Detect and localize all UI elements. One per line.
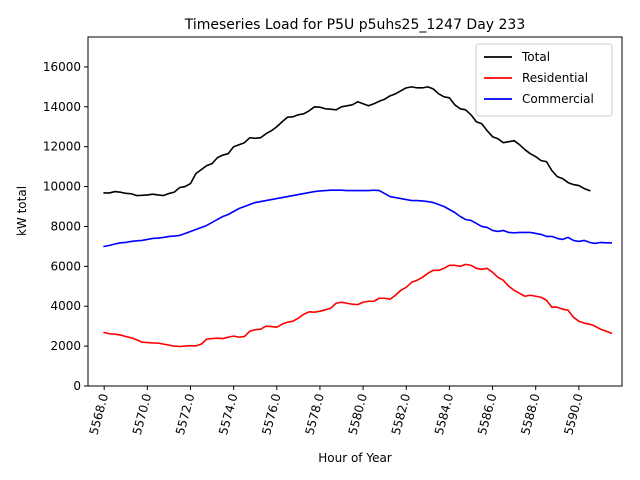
legend-label-total: Total <box>521 50 550 64</box>
y-tick-label: 12000 <box>43 140 81 154</box>
legend-box <box>475 43 613 117</box>
y-axis-label: kW total <box>15 186 29 236</box>
y-axis: 0 2000 4000 6000 8000 10000 12000 14000 16000 <box>43 60 88 393</box>
y-tick-label: 6000 <box>50 259 81 273</box>
series-line-residential <box>103 263 613 348</box>
series-lines <box>103 86 613 348</box>
legend-label-residential: Residential <box>522 71 588 85</box>
y-tick-label: 16000 <box>43 60 81 74</box>
y-tick-label: 2000 <box>50 339 81 353</box>
series-line-total <box>103 86 591 197</box>
y-tick-label: 0 <box>73 379 81 393</box>
x-axis-label: Hour of Year <box>318 451 392 465</box>
y-tick-label: 8000 <box>50 219 81 233</box>
y-tick-label: 4000 <box>50 299 81 313</box>
series-line-commercial <box>103 189 613 248</box>
legend-label-commercial: Commercial <box>522 92 594 106</box>
chart-title: Timeseries Load for P5U p5uhs25_1247 Day… <box>184 17 526 33</box>
legend: Total Residential Commercial <box>475 43 613 117</box>
plot-frame <box>87 36 623 387</box>
y-tick-label: 10000 <box>43 180 81 194</box>
y-tick-label: 14000 <box>43 100 81 114</box>
